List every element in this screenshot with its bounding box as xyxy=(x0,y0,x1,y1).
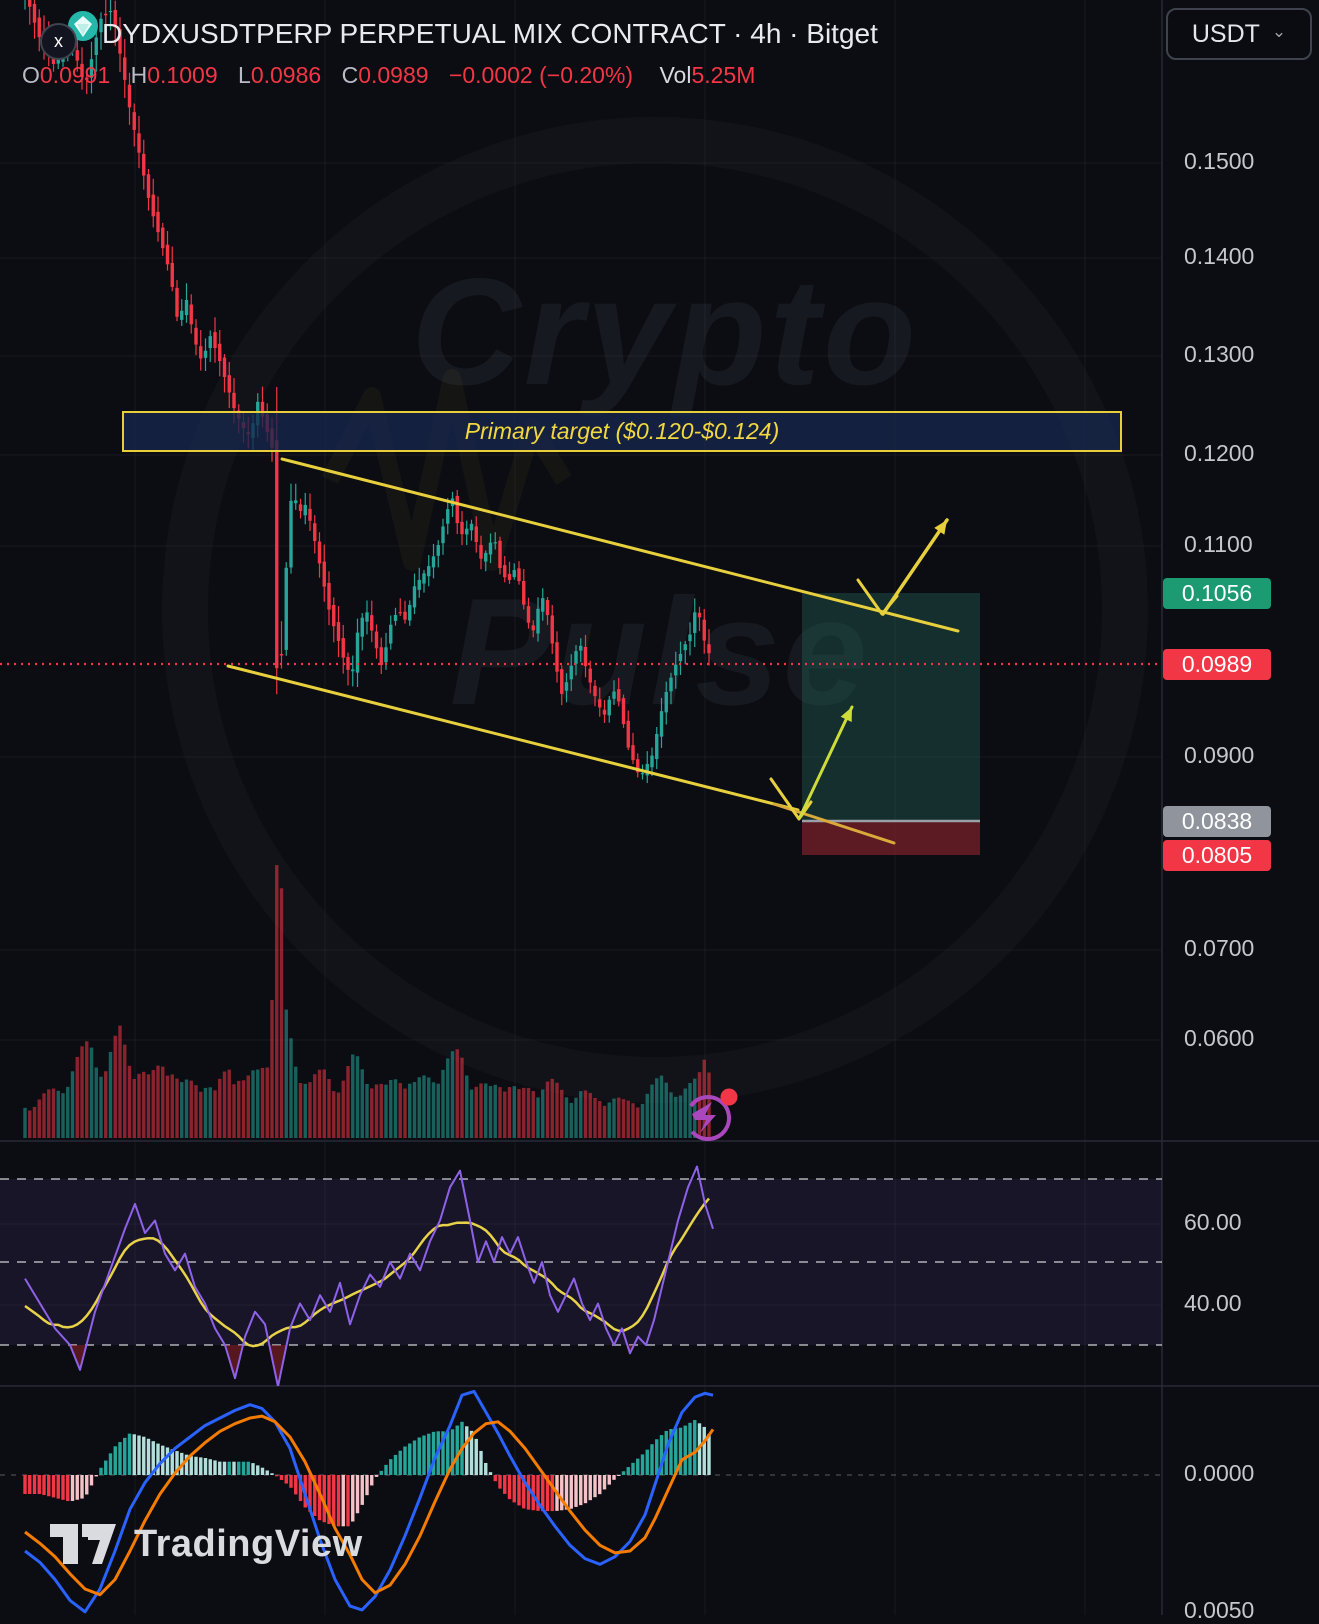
rsi-line xyxy=(24,1165,714,1386)
volume-value: 5.25M xyxy=(691,62,756,88)
trend-drawings[interactable] xyxy=(226,457,960,845)
axis-tick-label: 40.00 xyxy=(1184,1290,1242,1316)
axis-price-badge: 0.0838 xyxy=(1163,806,1271,837)
watermark-line2: Pulse xyxy=(449,567,871,737)
primary-target-box[interactable]: Primary target ($0.120-$0.124) xyxy=(122,411,1122,452)
tradingview-logo[interactable]: TradingView xyxy=(50,1522,363,1566)
macd-signal-line xyxy=(24,1414,715,1597)
macd-line xyxy=(24,1389,714,1614)
alert-dot-icon xyxy=(720,1088,738,1106)
axis-price-badge: 0.1056 xyxy=(1163,578,1271,609)
currency-dropdown[interactable]: USDT ⌄ xyxy=(1166,8,1312,60)
open-value: 0.0991 xyxy=(39,62,111,88)
primary-target-label: Primary target ($0.120-$0.124) xyxy=(464,418,780,444)
axis-tick-label: 0.1300 xyxy=(1184,341,1255,367)
close-label: C xyxy=(341,62,359,88)
watermark-line1: Crypto xyxy=(411,247,919,417)
axis-price-badge: 0.0989 xyxy=(1163,649,1271,680)
price-axis[interactable]: 0.1500 0.1400 0.1300 0.1200 0.1100 0.0900 0.07… xyxy=(1162,0,1319,1623)
axis-price-badge: 0.0805 xyxy=(1163,840,1271,871)
tradingview-mark-icon xyxy=(50,1524,116,1564)
high-value: 0.1009 xyxy=(147,62,218,88)
open-label: O xyxy=(22,62,40,88)
rsi-ma-line xyxy=(24,1197,710,1348)
high-label: H xyxy=(130,62,148,88)
low-label: L xyxy=(238,62,251,88)
axis-tick-label: 0.0050 xyxy=(1184,1597,1255,1623)
avatar: x xyxy=(40,23,77,60)
axis-tick-label: 60.00 xyxy=(1184,1209,1242,1235)
axis-tick-label: 0.1100 xyxy=(1184,531,1253,557)
avatar-letter: x xyxy=(54,31,63,51)
close-value: 0.0989 xyxy=(358,62,429,88)
axis-tick-label: 0.1500 xyxy=(1184,148,1255,174)
currency-dropdown-label: USDT xyxy=(1191,19,1260,48)
axis-tick-label: 0.0900 xyxy=(1184,742,1255,768)
macd-pane xyxy=(0,1389,1162,1614)
axis-tick-label: 0.1400 xyxy=(1184,243,1255,269)
axis-tick-label: 0.0700 xyxy=(1184,935,1255,961)
long-position-tool[interactable] xyxy=(802,593,980,855)
tradingview-logo-text: TradingView xyxy=(134,1522,363,1565)
rsi-pane xyxy=(0,1165,1162,1386)
change-value: −0.0002 (−0.20%) xyxy=(448,62,634,88)
watermark-ring xyxy=(162,117,1148,1103)
axis-tick-label: 0.0600 xyxy=(1184,1025,1255,1051)
axis-tick-label: 0.1200 xyxy=(1184,440,1255,466)
low-value: 0.0986 xyxy=(250,62,322,88)
chevron-down-icon: ⌄ xyxy=(1271,22,1287,41)
lightning-signal-icon[interactable] xyxy=(679,1088,738,1148)
volume-series xyxy=(23,865,711,1138)
ohlc-row: O0.0991 H0.1009 L0.0986 C0.0989 −0.0002 … xyxy=(22,62,755,89)
watermark-pulse-icon xyxy=(321,369,572,571)
gridlines xyxy=(0,0,1162,1615)
symbol-title[interactable]: DYDXUSDTPERP PERPETUAL MIX CONTRACT · 4h… xyxy=(102,18,878,49)
volume-label: Vol xyxy=(659,62,692,88)
axis-tick-label: 0.0000 xyxy=(1184,1460,1255,1486)
